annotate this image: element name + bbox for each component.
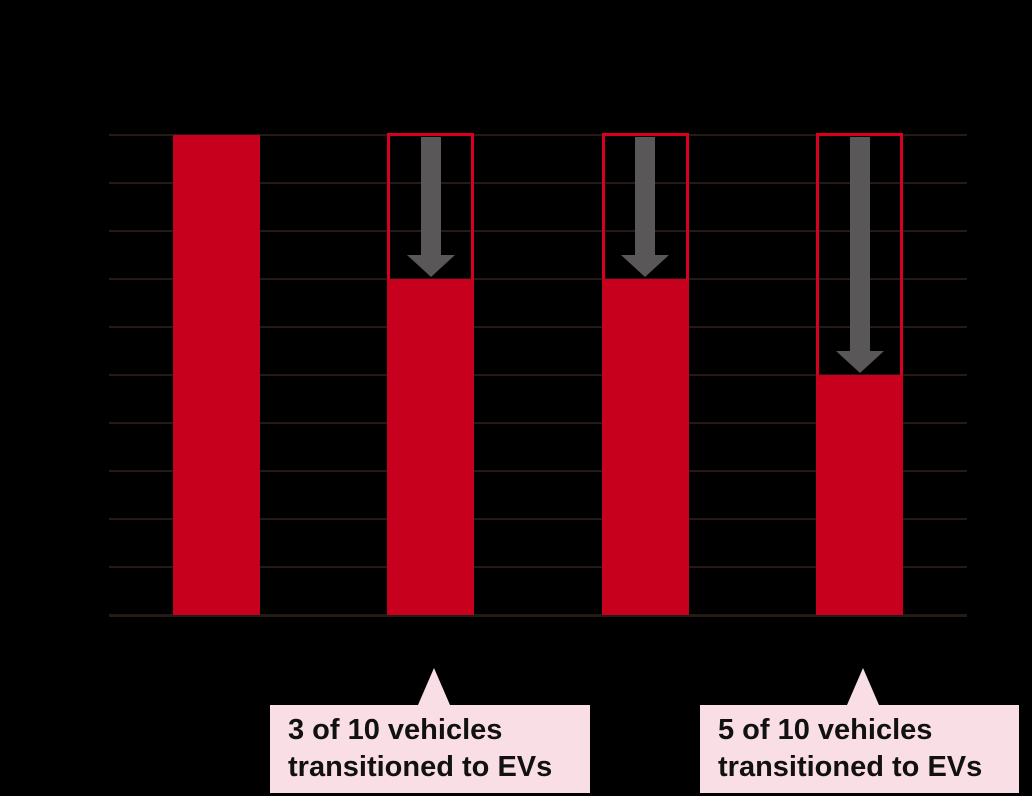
bar — [387, 279, 474, 615]
gridline — [109, 566, 967, 568]
gridline — [109, 374, 967, 376]
bar-ghost-outline — [816, 133, 903, 375]
callout-pointer-up-icon — [847, 668, 879, 705]
callout-text: 5 of 10 vehicles transitioned to EVs — [700, 705, 1019, 786]
gridline — [109, 470, 967, 472]
reduction-arrow-head-icon — [621, 255, 670, 277]
bar-ghost-outline — [602, 133, 689, 279]
callout-line: transitioned to EVs — [718, 751, 983, 783]
bar — [816, 375, 903, 615]
gridline — [109, 230, 967, 232]
callout-ev-transition-1: 3 of 10 vehicles transitioned to EVs — [270, 668, 590, 793]
reduction-arrow-head-icon — [406, 255, 455, 277]
x-axis-baseline — [109, 614, 967, 617]
callout-pointer-up-icon — [418, 668, 450, 705]
reduction-arrow-shaft — [420, 137, 441, 255]
callout-line: transitioned to EVs — [288, 751, 553, 783]
bar — [602, 279, 689, 615]
gridline — [109, 182, 967, 184]
gridline — [109, 518, 967, 520]
bar-ghost-outline — [387, 133, 474, 279]
callout-line: 5 of 10 vehicles — [718, 714, 933, 746]
reduction-arrow-shaft — [849, 137, 870, 351]
gridline — [109, 134, 967, 136]
reduction-arrow-shaft — [635, 137, 656, 255]
bar — [173, 135, 260, 615]
reduction-arrow-head-icon — [835, 351, 884, 373]
callout-ev-transition-2: 5 of 10 vehicles transitioned to EVs — [700, 668, 1019, 793]
callout-line: 3 of 10 vehicles — [288, 714, 503, 746]
gridline — [109, 278, 967, 280]
gridline — [109, 422, 967, 424]
callout-text: 3 of 10 vehicles transitioned to EVs — [270, 705, 590, 786]
gridline — [109, 326, 967, 328]
